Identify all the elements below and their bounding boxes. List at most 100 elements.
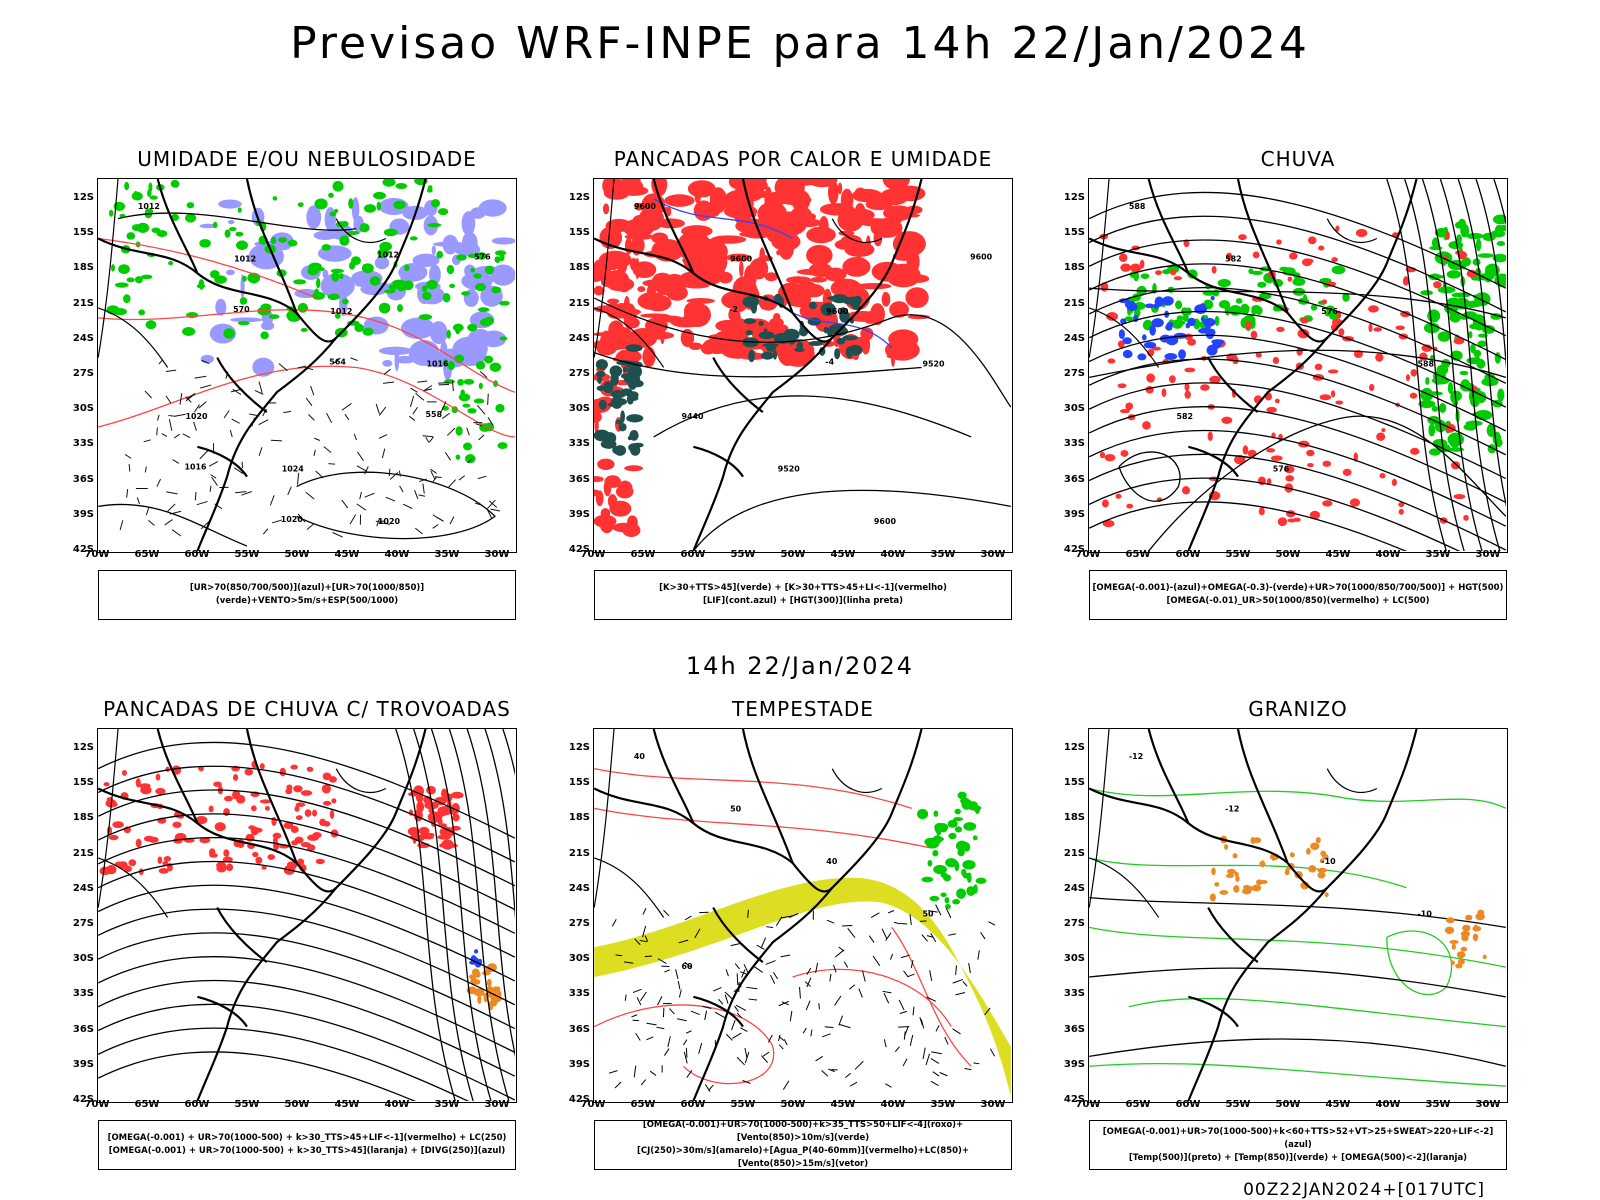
contour-label: 564	[329, 358, 346, 367]
humidity-mid-levels	[199, 197, 515, 381]
latitude-tick-label: 27S	[1063, 918, 1085, 929]
latitude-tick-label: 36S	[1063, 1023, 1085, 1035]
longitude-tick-label: 55W	[730, 1099, 756, 1110]
latitude-tick-label: 18S	[1063, 262, 1085, 274]
latitude-tick-label: 18S	[72, 262, 94, 274]
latitude-tick-label: 15S	[72, 777, 94, 789]
contour-label: 1012	[330, 307, 352, 316]
latitude-tick-label: 27S	[72, 368, 94, 379]
legend-line: [LIF](cont.azul) + [HGT(300)](linha pret…	[702, 596, 904, 606]
contour-label: 576	[1273, 465, 1290, 474]
contour-label: 582	[1176, 412, 1193, 421]
longitude-tick-label: 50W	[284, 549, 310, 560]
coastline-and-borders	[1089, 729, 1418, 1101]
heat-storm-areas	[594, 179, 931, 368]
hail-orange-areas	[1209, 835, 1329, 902]
map-graphic	[98, 729, 515, 1101]
latitude-tick-label: 18S	[72, 812, 94, 824]
longitude-tick-label: 40W	[1375, 1099, 1401, 1110]
thunderstorm-red-areas	[99, 760, 339, 876]
wind-vectors	[608, 904, 996, 1092]
contour-labels: 588 582 576 588 582 576	[1129, 202, 1435, 474]
contour-labels: 40 50 40 50 60	[634, 752, 934, 971]
forecast-map: 1012 1012 1012 1016 1020 1024 1020 576 570 564 558…	[97, 178, 517, 553]
contour-lines	[1089, 896, 1506, 1067]
latitude-tick-label: 15S	[568, 777, 590, 789]
coastline-and-borders	[594, 729, 923, 1101]
longitude-tick-label: 45W	[1325, 1099, 1351, 1110]
hail-orange-east	[1444, 909, 1487, 969]
contour-label: 588	[1129, 202, 1146, 211]
latitude-tick-label: 30S	[1063, 403, 1085, 415]
panel-legend: [OMEGA(-0.001)+UR>70(1000-500)+k<60+TTS>…	[1089, 1120, 1507, 1170]
latitude-tick-label: 42S	[568, 1094, 590, 1105]
map-graphic: 1012 1012 1012 1016 1020 1024 1020 576 570 564 558…	[98, 179, 515, 551]
latitude-tick-label: 21S	[568, 297, 590, 309]
contour-label: 40	[634, 752, 646, 761]
longitude-tick-label: 30W	[980, 1099, 1006, 1110]
contour-label: -12	[1129, 752, 1143, 761]
panel-legend: [OMEGA(-0.001)+UR>70(1000-500)+k>35_TTS>…	[594, 1120, 1012, 1170]
longitude-tick-label: 35W	[1425, 1099, 1451, 1110]
thunderstorm-orange-areas	[466, 963, 503, 1011]
longitude-tick-label: 45W	[830, 1099, 856, 1110]
humid-convection-areas	[742, 293, 863, 363]
latitude-tick-label: 12S	[72, 742, 94, 753]
legend-line: [K>30+TTS>45](verde) + [K>30+TTS>45+LI<-…	[659, 583, 947, 593]
longitude-tick-label: 45W	[1325, 549, 1351, 560]
latitude-tick-label: 33S	[568, 988, 590, 1000]
longitude-tick-label: 50W	[1275, 549, 1301, 560]
longitude-tick-label: 60W	[1175, 549, 1201, 560]
latitude-tick-label: 12S	[72, 192, 94, 203]
coastline-and-borders	[1089, 179, 1418, 551]
contour-label: 1020	[378, 517, 401, 526]
contour-labels: 1012 1012 1012 1016 1020 1024 1020 576 570 564 558…	[138, 202, 491, 526]
contour-label: 1016	[184, 463, 207, 472]
panel-title: PANCADAS DE CHUVA C/ TROVOADAS	[103, 697, 511, 721]
map-graphic: 9600 9600 9600 9520 9440 9520 9600 9600 -2 -4	[594, 179, 1011, 551]
latitude-tick-label: 24S	[1063, 882, 1085, 894]
contour-lines	[98, 237, 515, 438]
latitude-tick-label: 18S	[568, 262, 590, 274]
longitude-tick-label: 30W	[484, 1099, 510, 1110]
longitude-tick-label: 70W	[1075, 549, 1101, 560]
longitude-tick-label: 35W	[930, 549, 956, 560]
longitude-tick-label: 30W	[484, 549, 510, 560]
latitude-tick-label: 27S	[568, 368, 590, 379]
forecast-map: 9600 9600 9600 9520 9440 9520 9600 9600 -2 -4	[593, 178, 1013, 553]
run-timestamp: 00Z22JAN2024+[017UTC]	[1243, 1180, 1485, 1200]
legend-line: [OMEGA(-0.001)-(azul)+OMEGA(-0.3)-(verde…	[1092, 583, 1504, 593]
contour-labels: -12 -12 -10 -10	[1129, 752, 1432, 919]
latitude-tick-label: 36S	[568, 473, 590, 485]
longitude-tick-label: 55W	[1225, 549, 1251, 560]
panel-legend: [OMEGA(-0.001)-(azul)+OMEGA(-0.3)-(verde…	[1089, 570, 1507, 620]
legend-line: [UR>70(850/700/500)](azul)+[UR>70(1000/8…	[189, 583, 425, 606]
longitude-tick-label: 40W	[384, 549, 410, 560]
longitude-tick-label: 55W	[234, 549, 260, 560]
forecast-date-label: 14h 22/Jan/2024	[685, 652, 915, 680]
latitude-tick-label: 39S	[568, 508, 590, 520]
contour-label: -10	[1418, 909, 1433, 918]
longitude-tick-label: 40W	[880, 549, 906, 560]
latitude-tick-label: 39S	[1063, 1058, 1085, 1070]
latitude-tick-label: 30S	[72, 953, 94, 965]
forecast-map: 588 582 576 588 582 576	[1088, 178, 1508, 553]
longitude-tick-label: 40W	[1375, 549, 1401, 560]
latitude-tick-label: 21S	[1063, 847, 1085, 859]
contour-label: 1020	[281, 515, 304, 524]
longitude-tick-label: 70W	[580, 549, 606, 560]
streamlines	[1089, 179, 1506, 551]
contour-label: 582	[1225, 254, 1242, 263]
latitude-tick-label: 36S	[72, 473, 94, 485]
latitude-tick-label: 33S	[568, 438, 590, 450]
longitude-tick-label: 50W	[780, 1099, 806, 1110]
latitude-tick-label: 39S	[72, 1058, 94, 1070]
latitude-tick-label: 27S	[72, 918, 94, 929]
contour-label: 9600	[730, 254, 753, 263]
legend-line: [Temp(500)](preto) + [Temp(850)](verde) …	[1128, 1152, 1468, 1163]
longitude-tick-label: 60W	[184, 549, 210, 560]
contour-label: 1012	[377, 250, 399, 259]
streamlines	[98, 729, 515, 1101]
panel-title: PANCADAS POR CALOR E UMIDADE	[613, 147, 993, 171]
longitude-tick-label: 60W	[1175, 1099, 1201, 1110]
